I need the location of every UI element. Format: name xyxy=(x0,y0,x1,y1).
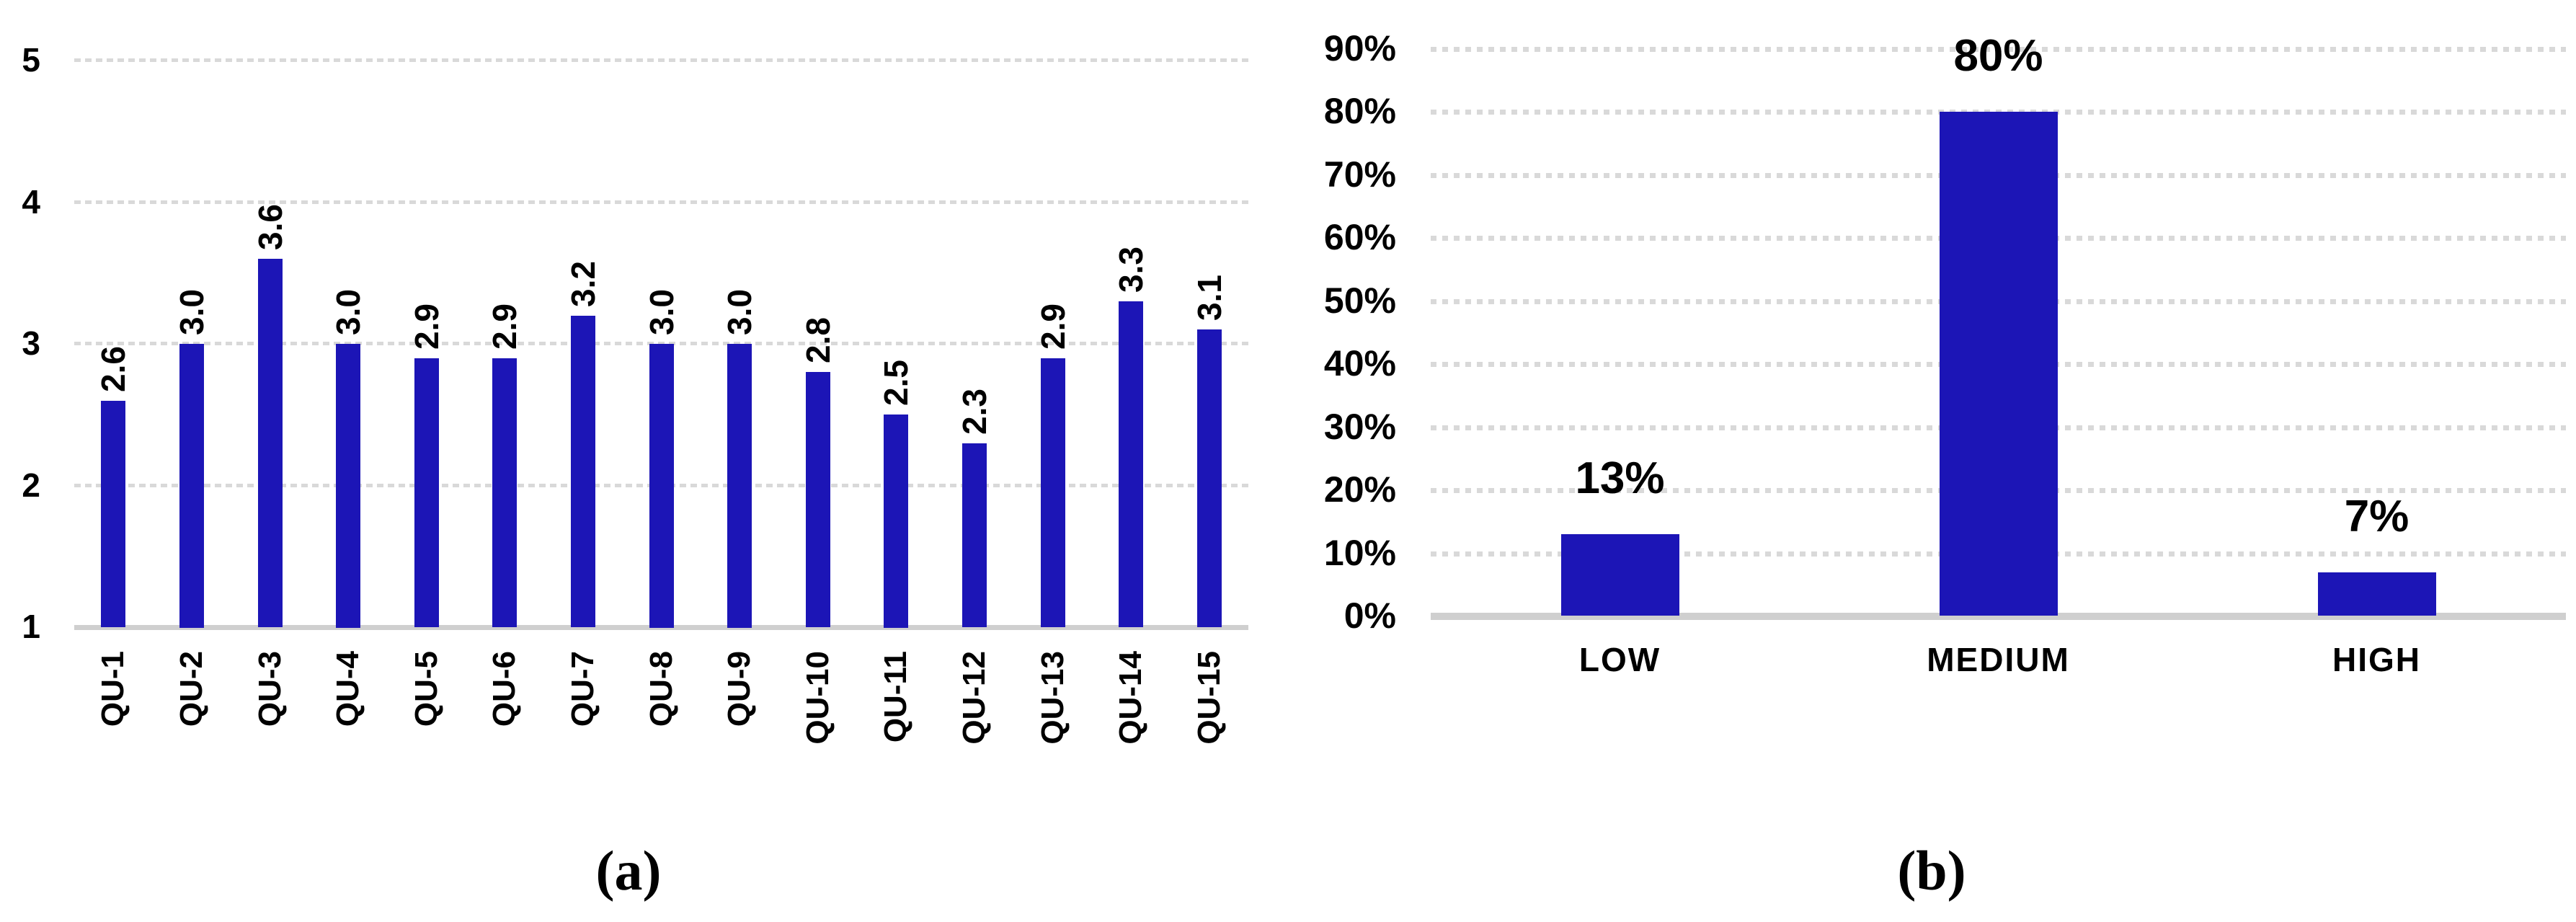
bar-QU-12 xyxy=(961,443,987,628)
bar-QU-11 xyxy=(884,415,909,628)
y-tick-label: 20% xyxy=(1323,469,1396,510)
bar-QU-13 xyxy=(1040,358,1065,628)
value-label: 80% xyxy=(1953,31,2043,81)
chart-b-caption: (b) xyxy=(1897,839,1966,902)
value-label: 7% xyxy=(2344,491,2410,541)
bar-QU-14 xyxy=(1119,301,1144,628)
bar-QU-4 xyxy=(336,344,361,628)
bar-QU-7 xyxy=(570,315,595,628)
value-label: 13% xyxy=(1575,453,1665,504)
gridline-3 xyxy=(74,342,1248,345)
y-tick-label: 30% xyxy=(1323,406,1396,447)
y-tick-label: 40% xyxy=(1323,343,1396,384)
y-tick-label: 50% xyxy=(1323,280,1396,321)
category-label: HIGH xyxy=(2332,641,2421,678)
y-tick-label: 70% xyxy=(1323,154,1396,195)
y-tick-label: 5 xyxy=(22,41,40,79)
category-label: LOW xyxy=(1578,641,1661,678)
bar-QU-9 xyxy=(727,344,752,628)
y-tick-label: 80% xyxy=(1323,91,1396,131)
bar-QU-10 xyxy=(805,372,830,628)
bar-HIGH xyxy=(2317,572,2436,616)
bar-QU-6 xyxy=(492,358,518,628)
bar-QU-3 xyxy=(257,259,283,628)
gridline-90% xyxy=(1431,46,2566,52)
y-tick-label: 10% xyxy=(1323,532,1396,573)
bar-QU-2 xyxy=(179,344,204,628)
x-axis-line xyxy=(1431,613,2566,620)
y-tick-label: 90% xyxy=(1323,27,1396,68)
y-tick-label: 60% xyxy=(1323,217,1396,257)
bar-QU-8 xyxy=(649,344,674,628)
y-tick-label: 1 xyxy=(22,608,40,646)
y-tick-label: 3 xyxy=(22,324,40,363)
bar-QU-15 xyxy=(1196,329,1222,628)
y-tick-label: 0% xyxy=(1343,595,1396,636)
bar-LOW xyxy=(1560,534,1679,616)
bar-MEDIUM xyxy=(1939,112,2058,616)
y-tick-label: 4 xyxy=(22,182,40,221)
bar-QU-1 xyxy=(101,400,126,628)
category-label: MEDIUM xyxy=(1927,641,2070,678)
gridline-4 xyxy=(74,200,1248,204)
bar-QU-5 xyxy=(414,358,439,628)
chart-a-caption: (a) xyxy=(595,839,662,902)
gridline-5 xyxy=(74,58,1248,62)
y-tick-label: 2 xyxy=(22,466,40,504)
